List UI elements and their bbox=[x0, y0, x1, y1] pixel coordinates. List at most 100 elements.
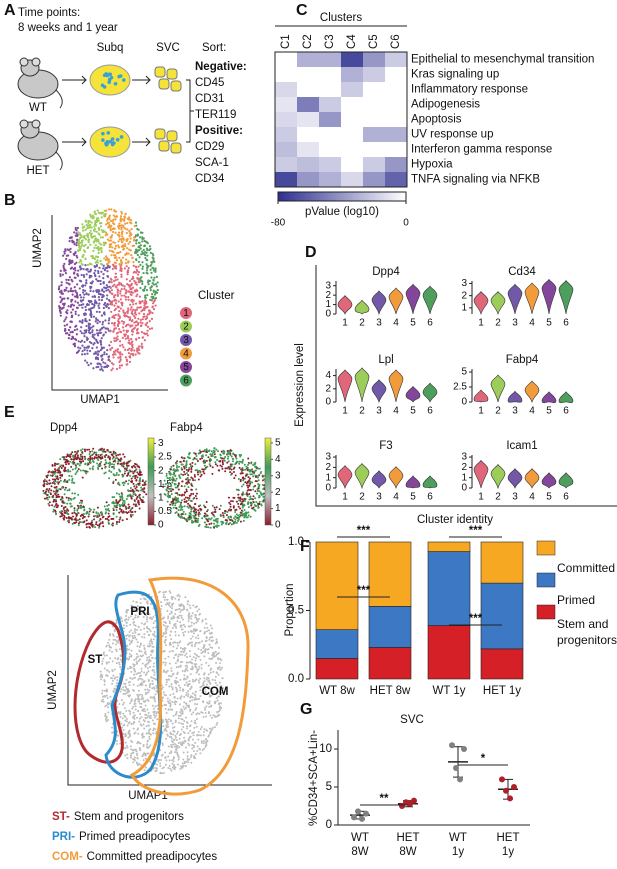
feature-point bbox=[193, 474, 196, 477]
feature-point bbox=[134, 466, 137, 469]
umap-point bbox=[72, 267, 75, 271]
umap-point bbox=[141, 237, 144, 241]
feature-point bbox=[247, 502, 250, 505]
umap-point bbox=[105, 304, 108, 307]
umap-point bbox=[103, 667, 106, 670]
umap-point bbox=[118, 222, 121, 225]
umap-point bbox=[114, 210, 118, 213]
feature-point bbox=[73, 521, 76, 524]
feature-point bbox=[232, 470, 235, 473]
feature-point bbox=[174, 486, 177, 489]
umap-point bbox=[143, 636, 146, 639]
umap-point bbox=[190, 621, 193, 624]
umap-point bbox=[141, 267, 144, 270]
umap-point bbox=[126, 329, 130, 333]
feature-point bbox=[183, 505, 186, 508]
umap-point bbox=[205, 661, 208, 664]
umap-point bbox=[141, 695, 144, 698]
feature-point bbox=[73, 496, 76, 499]
umap-point bbox=[91, 329, 94, 332]
umap-point bbox=[127, 316, 130, 319]
feature-point bbox=[205, 500, 208, 503]
colorbar-tick-label: 0 bbox=[158, 520, 164, 531]
umap-point bbox=[137, 322, 140, 325]
colorbar-tick-label: 0.5 bbox=[158, 506, 172, 517]
feature-point bbox=[66, 520, 69, 523]
umap-point bbox=[103, 244, 106, 247]
umap-point bbox=[129, 308, 132, 311]
feature-point bbox=[53, 481, 56, 484]
feature-point bbox=[95, 454, 98, 457]
umap-point bbox=[137, 241, 141, 244]
violin bbox=[422, 382, 438, 403]
feature-point bbox=[67, 470, 70, 473]
feature-point bbox=[195, 511, 198, 514]
umap-point bbox=[106, 696, 109, 699]
feature-point bbox=[59, 458, 62, 461]
umap-point bbox=[107, 319, 110, 322]
umap-point bbox=[97, 304, 100, 307]
feature-point bbox=[174, 504, 177, 507]
umap-point bbox=[96, 356, 99, 360]
umap-point bbox=[171, 700, 174, 703]
umap-point bbox=[90, 221, 93, 224]
feature-point bbox=[67, 509, 70, 512]
umap-point bbox=[131, 244, 134, 248]
umap-point bbox=[196, 749, 199, 752]
umap-point bbox=[194, 698, 197, 701]
umap-point bbox=[208, 700, 211, 703]
feature-point bbox=[234, 515, 237, 518]
x-tick-label: 5 bbox=[546, 406, 552, 417]
umap-point bbox=[147, 714, 150, 717]
feature-point bbox=[51, 478, 54, 481]
feature-point bbox=[205, 526, 208, 529]
umap-point bbox=[100, 249, 103, 252]
umap-point bbox=[113, 241, 117, 244]
umap-point bbox=[182, 705, 185, 708]
feature-point bbox=[135, 497, 138, 500]
umap-point bbox=[150, 271, 153, 274]
colorbar-tick-label: 1 bbox=[158, 492, 164, 503]
violin-title: Icam1 bbox=[506, 440, 537, 452]
umap-point bbox=[89, 362, 93, 365]
umap-point bbox=[186, 675, 189, 678]
heat-cell bbox=[275, 157, 297, 172]
feature-point bbox=[216, 517, 219, 520]
umap-point bbox=[194, 741, 197, 744]
umap-point bbox=[78, 246, 81, 249]
umap-point bbox=[101, 293, 104, 296]
umap-point bbox=[145, 766, 148, 769]
cell-dot bbox=[104, 142, 109, 147]
umap-point bbox=[63, 303, 66, 307]
umap-point bbox=[135, 242, 138, 245]
feature-point bbox=[215, 525, 218, 528]
umap-point bbox=[93, 257, 96, 260]
umap-point bbox=[152, 677, 155, 680]
umap-point bbox=[137, 700, 140, 703]
heat-cell bbox=[319, 97, 341, 112]
feature-point bbox=[49, 482, 52, 485]
umap-point bbox=[125, 634, 128, 637]
umap-point bbox=[63, 250, 66, 253]
marker: TER119 bbox=[195, 109, 236, 121]
umap-point bbox=[156, 763, 159, 766]
feature-point bbox=[207, 526, 210, 529]
feature-point bbox=[190, 521, 193, 524]
feature-point bbox=[132, 482, 135, 485]
violin-title: Dpp4 bbox=[372, 266, 400, 278]
feature-point bbox=[107, 521, 110, 524]
umap-point bbox=[136, 250, 139, 253]
feature-point bbox=[204, 460, 207, 463]
feature-point bbox=[57, 495, 60, 498]
feature-point bbox=[245, 482, 248, 485]
umap-point bbox=[96, 334, 100, 337]
umap-point bbox=[62, 264, 65, 267]
feature-point bbox=[214, 456, 217, 459]
umap-point bbox=[126, 757, 129, 760]
feature-point bbox=[179, 509, 182, 512]
feature-point bbox=[118, 453, 121, 456]
umap-point bbox=[114, 254, 117, 257]
umap-point bbox=[105, 662, 108, 665]
feature-point bbox=[182, 459, 185, 462]
umap-point bbox=[67, 278, 70, 282]
